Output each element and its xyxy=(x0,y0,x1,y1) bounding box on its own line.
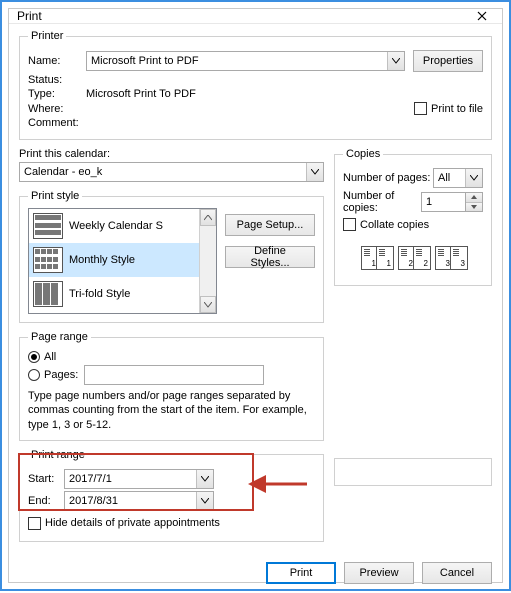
spin-up-icon[interactable] xyxy=(466,193,482,203)
end-label: End: xyxy=(28,495,64,507)
copies-group: Copies Number of pages: All Number of co… xyxy=(334,148,492,286)
page-range-pages-radio[interactable]: Pages: xyxy=(28,369,78,381)
num-pages-dropdown[interactable]: All xyxy=(433,168,483,188)
print-dialog: Print Printer Name: Microsoft Print to P… xyxy=(8,8,503,583)
style-item-monthly[interactable]: Monthly Style xyxy=(29,243,199,277)
close-button[interactable] xyxy=(462,9,502,23)
style-item-weekly[interactable]: Weekly Calendar S xyxy=(29,209,199,243)
collate-preview: 1 1 2 2 3 3 xyxy=(343,246,483,270)
define-styles-button[interactable]: Define Styles... xyxy=(225,246,315,268)
style-item-trifold[interactable]: Tri-fold Style xyxy=(29,277,199,311)
style-list[interactable]: Weekly Calendar S Monthly Style xyxy=(28,208,217,314)
type-label: Type: xyxy=(28,88,86,100)
print-style-group: Print style Weekly Calendar S xyxy=(19,190,324,323)
chevron-down-icon xyxy=(387,52,404,70)
printer-name-dropdown[interactable]: Microsoft Print to PDF xyxy=(86,51,405,71)
printer-group: Printer Name: Microsoft Print to PDF Pro… xyxy=(19,30,492,140)
comment-label: Comment: xyxy=(28,117,86,129)
name-label: Name: xyxy=(28,55,86,67)
hide-private-checkbox[interactable]: Hide details of private appointments xyxy=(28,517,220,530)
print-button[interactable]: Print xyxy=(266,562,336,584)
pages-input[interactable] xyxy=(84,365,264,385)
page-range-help: Type page numbers and/or page ranges sep… xyxy=(28,389,315,432)
style-list-scrollbar[interactable] xyxy=(199,209,216,313)
chevron-down-icon xyxy=(196,470,213,488)
empty-group xyxy=(334,458,492,486)
dialog-footer: Print Preview Cancel xyxy=(9,558,502,592)
scroll-down-icon[interactable] xyxy=(200,296,216,313)
status-label: Status: xyxy=(28,74,86,86)
copies-legend: Copies xyxy=(343,148,383,160)
page-range-legend: Page range xyxy=(28,331,91,343)
num-copies-label: Number of copies: xyxy=(343,190,421,214)
calendar-icon xyxy=(33,247,63,273)
page-setup-button[interactable]: Page Setup... xyxy=(225,214,315,236)
chevron-down-icon xyxy=(465,169,482,187)
calendar-icon xyxy=(33,213,63,239)
print-to-file-checkbox[interactable]: Print to file xyxy=(414,102,483,115)
properties-button[interactable]: Properties xyxy=(413,50,483,72)
type-value: Microsoft Print To PDF xyxy=(86,88,196,100)
page-range-all-radio[interactable]: All xyxy=(28,351,56,363)
cancel-button[interactable]: Cancel xyxy=(422,562,492,584)
print-range-legend: Print range xyxy=(28,449,88,461)
start-label: Start: xyxy=(28,473,64,485)
start-date-dropdown[interactable]: 2017/7/1 xyxy=(64,469,214,489)
preview-button[interactable]: Preview xyxy=(344,562,414,584)
window-title: Print xyxy=(9,9,462,23)
titlebar: Print xyxy=(9,9,502,24)
scroll-up-icon[interactable] xyxy=(200,209,216,226)
spin-down-icon[interactable] xyxy=(466,203,482,212)
num-pages-label: Number of pages: xyxy=(343,172,433,184)
calendar-icon xyxy=(33,281,63,307)
end-date-dropdown[interactable]: 2017/8/31 xyxy=(64,491,214,511)
print-calendar-label: Print this calendar: xyxy=(19,148,324,160)
where-label: Where: xyxy=(28,103,86,115)
num-copies-spinner[interactable] xyxy=(421,192,483,212)
print-range-group: Print range Start: 2017/7/1 End: 2017/8/… xyxy=(19,449,324,542)
chevron-down-icon xyxy=(196,492,213,510)
print-style-legend: Print style xyxy=(28,190,82,202)
print-calendar-dropdown[interactable]: Calendar - eo_k xyxy=(19,162,324,182)
printer-legend: Printer xyxy=(28,30,66,42)
page-range-group: Page range All Pages: Type page numbers … xyxy=(19,331,324,441)
chevron-down-icon xyxy=(306,163,323,181)
collate-checkbox[interactable]: Collate copies xyxy=(343,218,429,231)
